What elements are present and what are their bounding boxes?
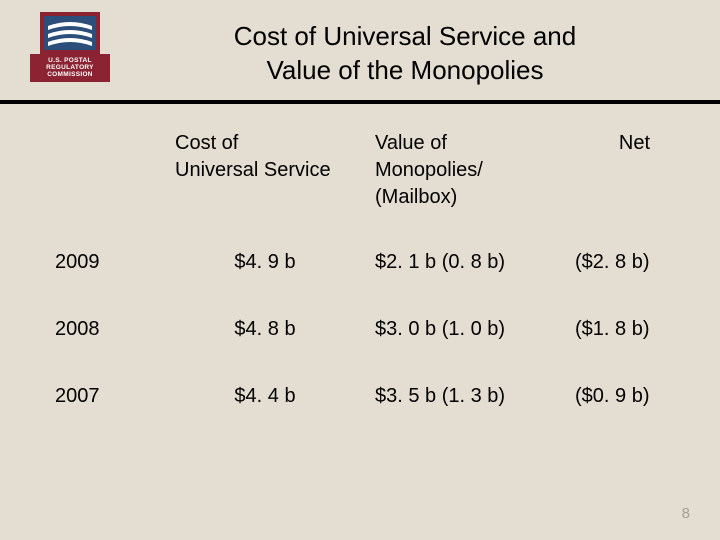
table-header-row: Cost ofUniversal Service Value ofMonopol… (45, 130, 680, 229)
cell-cost: $4. 9 b (165, 229, 365, 296)
cost-value-table: Cost ofUniversal Service Value ofMonopol… (45, 130, 680, 430)
header-divider (0, 100, 720, 104)
col-header-value: Value ofMonopolies/(Mailbox) (365, 130, 565, 229)
cell-year: 2009 (45, 229, 165, 296)
table-row: 2009 $4. 9 b $2. 1 b (0. 8 b) ($2. 8 b) (45, 229, 680, 296)
header-text: Net (619, 132, 650, 154)
page-number: 8 (682, 505, 690, 522)
org-logo: U.S. POSTAL REGULATORY COMMISSION (30, 12, 110, 82)
header-text: Cost ofUniversal Service (175, 132, 331, 181)
cell-year: 2008 (45, 296, 165, 363)
cell-net: ($1. 8 b) (565, 296, 680, 363)
table-row: 2007 $4. 4 b $3. 5 b (1. 3 b) ($0. 9 b) (45, 363, 680, 430)
slide-title: Cost of Universal Service and Value of t… (130, 20, 680, 88)
org-logo-text: U.S. POSTAL REGULATORY COMMISSION (30, 54, 110, 82)
cell-value: $3. 5 b (1. 3 b) (365, 363, 565, 430)
cell-year: 2007 (45, 363, 165, 430)
col-header-net: Net (565, 130, 680, 229)
cell-cost: $4. 4 b (165, 363, 365, 430)
col-header-cost: Cost ofUniversal Service (165, 130, 365, 229)
logo-text-line: REGULATORY (32, 64, 108, 71)
table-row: 2008 $4. 8 b $3. 0 b (1. 0 b) ($1. 8 b) (45, 296, 680, 363)
cell-cost: $4. 8 b (165, 296, 365, 363)
col-header-year (45, 130, 165, 229)
logo-text-line: U.S. POSTAL (32, 57, 108, 64)
postal-eagle-icon (40, 12, 100, 54)
header-text: Value ofMonopolies/(Mailbox) (375, 132, 483, 208)
data-table: Cost ofUniversal Service Value ofMonopol… (45, 130, 680, 430)
title-line: Cost of Universal Service and (130, 20, 680, 54)
logo-text-line: COMMISSION (32, 71, 108, 78)
cell-value: $2. 1 b (0. 8 b) (365, 229, 565, 296)
cell-net: ($2. 8 b) (565, 229, 680, 296)
cell-value: $3. 0 b (1. 0 b) (365, 296, 565, 363)
title-line: Value of the Monopolies (130, 54, 680, 88)
cell-net: ($0. 9 b) (565, 363, 680, 430)
